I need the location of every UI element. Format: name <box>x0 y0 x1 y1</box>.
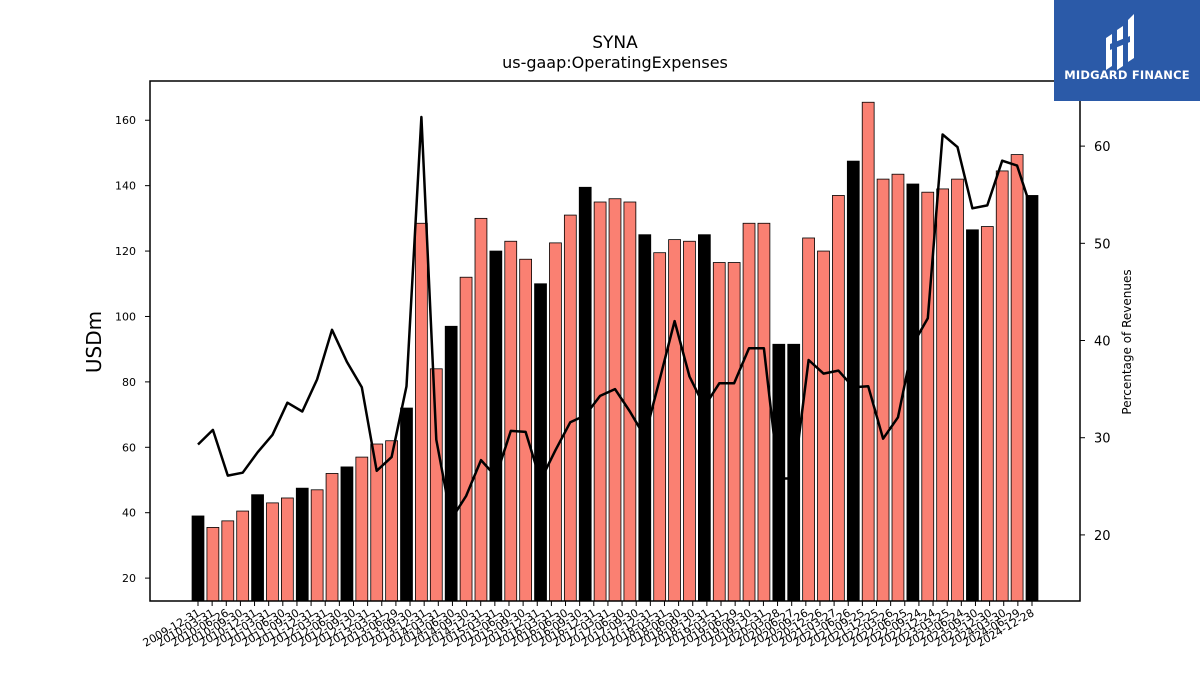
bar <box>191 515 205 602</box>
bar <box>1025 195 1039 602</box>
logo-text: MIDGARD FINANCE <box>1064 68 1190 82</box>
bar <box>832 195 845 602</box>
bar <box>906 183 920 602</box>
y-axis-label: USDm <box>82 311 106 373</box>
y-tick-label: 80 <box>122 376 136 389</box>
percentage-line <box>197 115 1034 521</box>
bar <box>951 178 964 602</box>
x-axis: 2009-12-312010-03-312010-06-262010-09-30… <box>141 601 1037 650</box>
bar <box>489 250 503 602</box>
bar <box>817 250 830 602</box>
bar <box>727 262 741 602</box>
bar <box>891 173 905 602</box>
bar <box>295 487 309 602</box>
y2-axis-label: Percentage of Revenues <box>1120 269 1134 414</box>
bar <box>966 229 979 602</box>
logo-mark-icon <box>1106 14 1134 70</box>
bar <box>355 456 369 602</box>
y2-axis: 20 30 40 50 60 <box>1080 140 1111 544</box>
bar <box>995 170 1009 602</box>
bar <box>206 527 220 602</box>
bar <box>340 466 354 602</box>
bar <box>712 262 726 602</box>
bar <box>385 440 398 602</box>
y2-tick-label: 20 <box>1094 529 1111 544</box>
y-tick-label: 40 <box>122 507 136 520</box>
bar <box>802 237 815 602</box>
bar <box>623 201 637 602</box>
bar <box>563 214 577 602</box>
bar-series <box>191 101 1039 602</box>
bar <box>861 101 875 602</box>
y-axis: 20 40 60 80 100 120 140 160 <box>115 114 150 585</box>
bar <box>698 234 711 602</box>
bar <box>444 325 458 602</box>
bar <box>459 276 473 602</box>
y-tick-label: 160 <box>115 114 136 127</box>
chart-subtitle: us-gaap:OperatingExpenses <box>502 53 728 72</box>
bar <box>504 240 518 602</box>
bar <box>876 178 890 602</box>
bar <box>936 188 950 602</box>
line-series <box>197 115 1034 521</box>
bar <box>757 222 771 602</box>
y2-tick-label: 60 <box>1094 140 1111 155</box>
bar <box>668 239 681 602</box>
bar <box>236 510 250 602</box>
bar <box>519 258 533 602</box>
bar <box>578 186 592 602</box>
bar <box>653 252 667 602</box>
bar <box>429 368 443 602</box>
y-tick-label: 120 <box>115 245 136 258</box>
plot-frame <box>149 80 1081 602</box>
bar <box>549 242 562 602</box>
bar <box>608 198 622 602</box>
bar <box>683 240 696 602</box>
y2-tick-label: 30 <box>1094 432 1111 447</box>
bar <box>534 283 547 602</box>
bar <box>325 473 339 602</box>
bar <box>415 222 428 602</box>
y2-tick-label: 50 <box>1094 237 1111 252</box>
bar <box>742 222 756 602</box>
bar <box>280 497 294 602</box>
bar <box>474 217 488 602</box>
bar <box>400 407 413 602</box>
chart-title: SYNA <box>592 33 638 53</box>
y-tick-label: 140 <box>115 180 136 193</box>
bar <box>251 494 264 602</box>
y-tick-label: 60 <box>122 441 136 454</box>
y2-tick-label: 40 <box>1094 335 1111 350</box>
bar <box>980 226 994 602</box>
bar <box>310 489 324 602</box>
bar <box>221 520 235 602</box>
bar <box>266 502 279 602</box>
y-tick-label: 20 <box>122 572 136 585</box>
midgard-finance-logo: MIDGARD FINANCE <box>1054 0 1200 101</box>
y-tick-label: 100 <box>115 310 136 323</box>
bar <box>1010 154 1024 602</box>
